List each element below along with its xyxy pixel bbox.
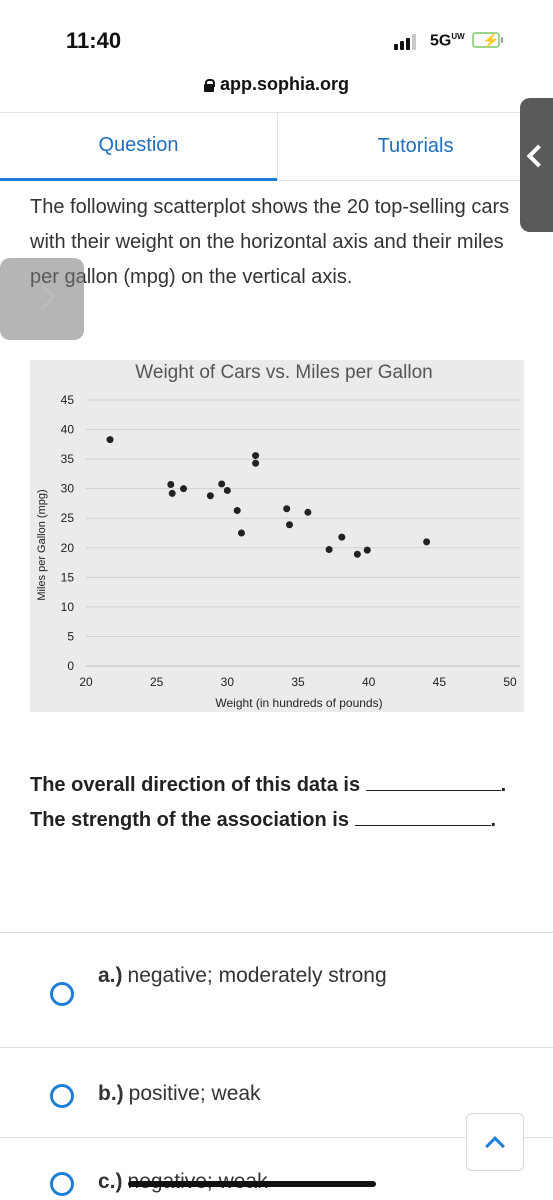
chevron-left-icon: [526, 144, 550, 168]
y-tick-label: 20: [61, 541, 75, 555]
home-indicator: [128, 1181, 376, 1187]
data-point: [252, 452, 260, 460]
data-point: [233, 507, 241, 515]
scroll-to-top-button[interactable]: [466, 1113, 524, 1171]
prompt-part-1: The overall direction of this data is: [30, 774, 361, 796]
radio-option-a[interactable]: [50, 982, 74, 1006]
chevron-right-icon: [30, 284, 56, 310]
previous-question-button[interactable]: [0, 258, 84, 340]
lock-icon: [203, 79, 215, 92]
y-tick-label: 25: [61, 511, 75, 525]
status-time: 11:40: [66, 28, 122, 53]
y-tick-label: 5: [67, 629, 74, 643]
option-a[interactable]: a.) negative; moderately strong: [0, 932, 553, 1048]
answer-options: [0, 932, 553, 1200]
data-point: [237, 529, 245, 537]
x-tick-label: 45: [433, 675, 447, 689]
data-point: [363, 546, 371, 554]
x-tick-label: 50: [503, 675, 517, 689]
x-tick-label: 30: [221, 675, 235, 689]
chart-title: Weight of Cars vs. Miles per Gallon: [135, 362, 432, 383]
option-b[interactable]: b.) positive; weak: [0, 1048, 553, 1138]
side-panel-handle[interactable]: [520, 98, 553, 232]
data-point: [167, 481, 175, 489]
tab-bar: Question Tutorials: [0, 112, 553, 181]
charging-icon: ⚡: [482, 32, 500, 48]
data-point: [353, 550, 361, 558]
blank-strength: [354, 806, 491, 826]
data-point: [304, 508, 312, 516]
y-tick-label: 30: [61, 482, 75, 496]
data-point: [223, 486, 231, 494]
question-prompt: The overall direction of this data is . …: [30, 768, 520, 838]
data-point: [106, 436, 114, 444]
prompt-part-2: . The strength of the association is: [30, 774, 507, 831]
y-tick-label: 0: [67, 659, 74, 673]
y-tick-label: 10: [61, 600, 75, 614]
y-tick-label: 35: [61, 452, 75, 466]
x-tick-label: 25: [150, 675, 164, 689]
x-tick-label: 20: [79, 675, 93, 689]
tab-tutorials[interactable]: Tutorials: [277, 113, 553, 181]
y-tick-label: 15: [61, 570, 75, 584]
data-point: [283, 505, 291, 513]
scatter-chart: Weight of Cars vs. Miles per Gallon 0 5 10…: [30, 360, 524, 712]
data-point: [286, 521, 294, 529]
question-intro: The following scatterplot shows the 20 t…: [30, 196, 510, 288]
status-bar: 11:40 5GUW ⚡: [0, 0, 553, 70]
data-point: [338, 533, 346, 541]
prompt-part-3: .: [490, 809, 497, 831]
network-label: 5GUW: [430, 32, 465, 50]
chevron-up-icon: [485, 1136, 505, 1156]
tab-question[interactable]: Question: [0, 113, 277, 181]
radio-option-c[interactable]: [50, 1172, 74, 1196]
battery-icon: ⚡: [472, 32, 503, 48]
option-b-label: b.) positive; weak: [98, 1082, 261, 1105]
scatter-chart-svg: Weight of Cars vs. Miles per Gallon 0 5 10…: [36, 362, 520, 710]
data-point: [218, 480, 226, 488]
data-point: [252, 459, 260, 467]
data-point: [168, 489, 176, 497]
x-axis-label: Weight (in hundreds of pounds): [215, 696, 382, 710]
data-point: [423, 538, 431, 546]
x-tick-label: 40: [362, 675, 376, 689]
option-a-label: a.) negative; moderately strong: [98, 964, 387, 987]
radio-option-b[interactable]: [50, 1084, 74, 1108]
data-point: [180, 485, 188, 493]
data-point: [206, 492, 214, 500]
y-tick-label: 45: [61, 393, 75, 407]
blank-direction: [365, 771, 501, 791]
signal-icon: [394, 34, 424, 50]
y-tick-label: 40: [61, 423, 75, 437]
x-tick-label: 35: [291, 675, 305, 689]
url-bar[interactable]: app.sophia.org: [0, 74, 553, 104]
y-axis-label: Miles per Gallon (mpg): [36, 489, 48, 600]
url-text: app.sophia.org: [219, 74, 349, 94]
data-point: [325, 546, 333, 554]
